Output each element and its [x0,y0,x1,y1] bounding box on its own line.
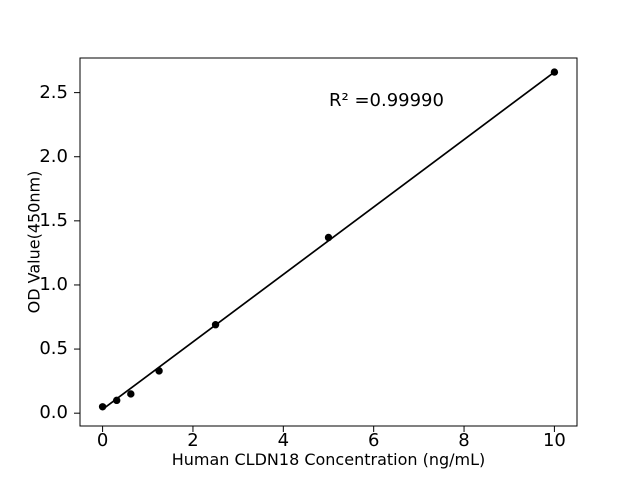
x-tick-label: 4 [277,430,290,451]
x-axis-label: Human CLDN18 Concentration (ng/mL) [171,450,486,469]
y-tick-label: 0.5 [39,338,68,360]
data-point [550,68,559,76]
y-tick-label: 0.0 [39,402,68,424]
y-tick-label: 1.5 [39,209,68,231]
data-point [211,321,220,329]
r-squared-annotation: R² =0.99990 [329,90,444,111]
y-tick-label: 2.0 [39,145,68,167]
data-point [113,396,121,405]
x-tick-label: 2 [187,430,199,451]
data-point [324,233,333,242]
x-tick-label: 10 [542,430,566,451]
x-tick-label: 0 [96,430,109,451]
x-tick-label: 6 [367,430,380,451]
data-point [98,403,107,411]
y-tick-label: 2.5 [39,81,68,103]
y-tick-label: 1.0 [39,273,68,295]
data-point [127,390,135,398]
plot-frame [79,57,578,427]
data-point [155,367,163,375]
y-axis-label: OD Value(450nm) [24,170,44,314]
x-tick-label: 8 [458,430,470,451]
